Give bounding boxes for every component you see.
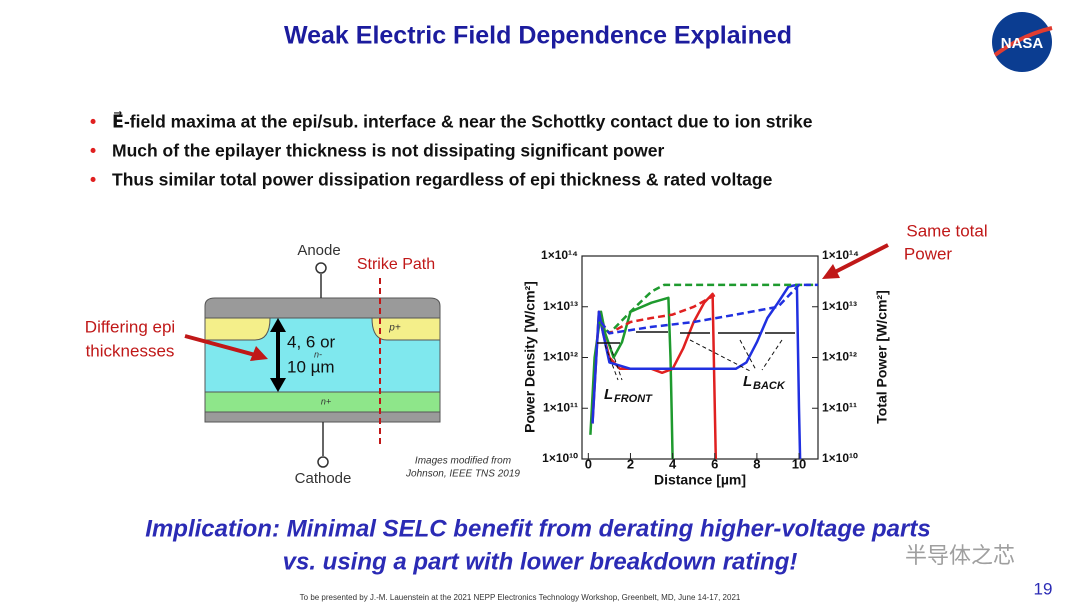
x-tick-label: 8	[753, 456, 760, 471]
x-tick-label: 4	[669, 456, 677, 471]
bullet: Thus similar total power dissipation reg…	[112, 170, 773, 190]
arrow-head	[822, 264, 840, 279]
page-number: 19	[1034, 579, 1053, 598]
anode-metal	[204, 297, 441, 319]
callout-label: Differing epi	[85, 317, 175, 336]
bullet: E⃗-field maxima at the epi/sub. interfac…	[112, 110, 813, 131]
x-axis-label: Distance [µm]	[654, 472, 746, 488]
y2-tick-label: 1×10¹⁴	[822, 248, 859, 262]
logo-text: NASA	[1001, 35, 1044, 52]
callout-label: thicknesses	[86, 341, 175, 360]
y2-axis-label: Total Power [W/cm²]	[874, 290, 890, 424]
logo	[992, 12, 1052, 72]
p-label: p+	[388, 323, 401, 334]
plot-frame	[581, 255, 819, 460]
y-tick-label: 1×10¹¹	[543, 400, 578, 414]
credit: Images modified from	[415, 456, 511, 467]
x-tick-label: 10	[792, 456, 806, 471]
p-region	[204, 317, 271, 341]
y2-tick-label: 1×10¹¹	[822, 400, 857, 414]
footnote: To be presented by J.-M. Lauenstein at t…	[300, 593, 741, 602]
y-tick-label: 1×10¹⁰	[542, 451, 578, 465]
device-diagram	[184, 262, 441, 468]
y-tick-label: 1×10¹²	[543, 350, 578, 364]
p-region	[371, 317, 441, 341]
bullet-dot: •	[90, 112, 96, 132]
power-density-line	[591, 283, 802, 460]
annotation: L	[743, 373, 752, 390]
annotation: L	[604, 386, 613, 403]
y2-tick-label: 1×10¹²	[822, 350, 857, 364]
anode-label: Anode	[297, 242, 340, 259]
plot	[589, 283, 818, 460]
chart-annotations	[597, 331, 795, 381]
callout-label: Same total	[906, 221, 987, 240]
thickness-label: 4, 6 or	[287, 332, 336, 351]
y2-tick-label: 1×10¹⁰	[822, 451, 858, 465]
strike-label: Strike Path	[357, 256, 435, 273]
total-power-line	[599, 283, 818, 335]
thickness-label: 10 µm	[287, 357, 335, 376]
n-label: n-	[314, 349, 322, 359]
y2-tick-label: 1×10¹³	[822, 299, 857, 313]
annotation-sub: FRONT	[614, 393, 653, 405]
logo-swoosh	[993, 26, 1053, 57]
cathode-metal	[204, 411, 441, 423]
x-tick-label: 0	[585, 456, 592, 471]
watermark: 半导体之芯	[905, 543, 1015, 568]
bullet-dot: •	[90, 170, 96, 190]
slide-title: Weak Electric Field Dependence Explained	[284, 22, 792, 50]
implication: Implication: Minimal SELC benefit from d…	[145, 515, 930, 542]
terminal	[315, 262, 327, 274]
y-tick-label: 1×10¹⁴	[541, 248, 578, 262]
n-plus-label: n+	[321, 396, 331, 406]
y-axis-label: Power Density [W/cm²]	[522, 281, 538, 433]
bullet-dot: •	[90, 141, 96, 161]
annotation-sub: BACK	[753, 380, 786, 392]
x-tick-label: 6	[711, 456, 718, 471]
cathode-label: Cathode	[295, 470, 352, 487]
bullet: Much of the epilayer thickness is not di…	[112, 141, 665, 161]
x-tick-label: 2	[627, 456, 634, 471]
callout-arrow	[834, 243, 889, 274]
terminal	[317, 456, 329, 468]
arrow-head	[250, 346, 268, 361]
credit: Johnson, IEEE TNS 2019	[405, 469, 520, 480]
implication: vs. using a part with lower breakdown ra…	[283, 548, 798, 575]
y-tick-label: 1×10¹³	[543, 299, 578, 313]
callout-arrow	[184, 334, 256, 357]
callout-label: Power	[904, 244, 953, 263]
